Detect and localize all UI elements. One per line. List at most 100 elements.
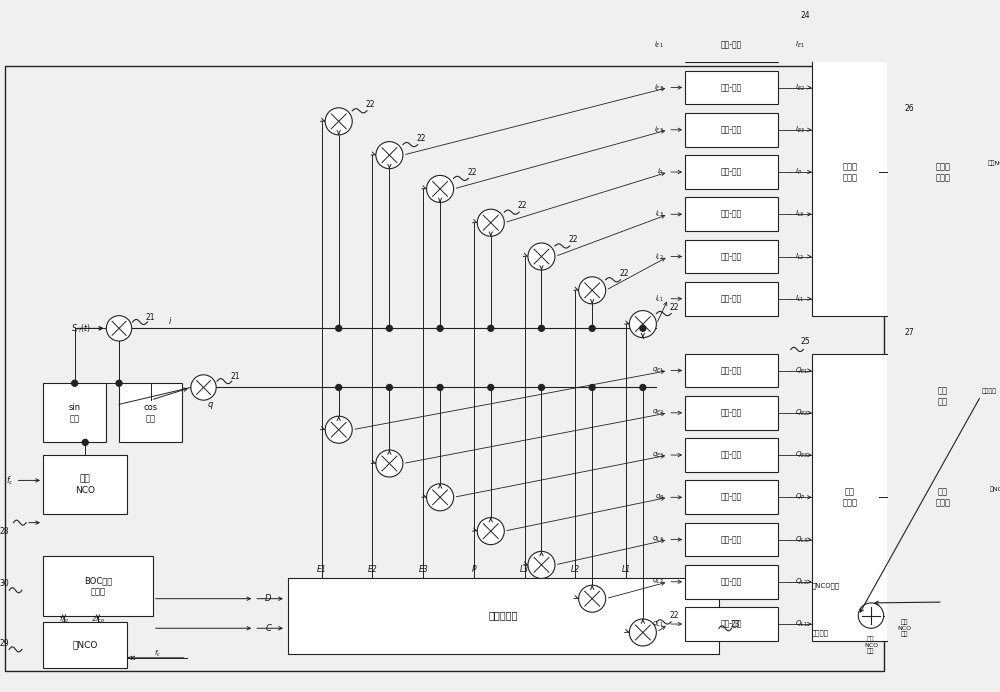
Text: 码NCO偏差: 码NCO偏差 xyxy=(989,486,1000,491)
Text: $Q_{E3}$: $Q_{E3}$ xyxy=(795,450,808,460)
Text: 27: 27 xyxy=(904,328,914,337)
Text: cos
映射: cos 映射 xyxy=(144,403,158,423)
Text: 22: 22 xyxy=(467,167,477,176)
Bar xyxy=(812,354,888,641)
Circle shape xyxy=(336,385,342,390)
Text: 积分-清零: 积分-清零 xyxy=(721,210,742,219)
Text: C: C xyxy=(265,623,271,632)
Text: 21: 21 xyxy=(146,313,155,322)
Circle shape xyxy=(589,385,595,390)
Text: 30: 30 xyxy=(0,579,9,588)
Text: 比例
因子: 比例 因子 xyxy=(938,386,948,406)
Bar xyxy=(685,155,778,189)
Circle shape xyxy=(386,385,392,390)
Text: $I_{L2}$: $I_{L2}$ xyxy=(795,251,804,262)
Bar xyxy=(685,396,778,430)
Circle shape xyxy=(528,243,555,270)
Text: i: i xyxy=(169,318,171,327)
Text: 29: 29 xyxy=(0,639,9,648)
Text: 积分-清零: 积分-清零 xyxy=(721,366,742,375)
Bar xyxy=(685,354,778,388)
Text: $Q_{E1}$: $Q_{E1}$ xyxy=(795,365,808,376)
Circle shape xyxy=(376,450,403,477)
Bar xyxy=(905,450,981,544)
Circle shape xyxy=(579,585,606,612)
Circle shape xyxy=(325,108,352,135)
Text: $Q_{E2}$: $Q_{E2}$ xyxy=(795,408,808,418)
Text: $Q_{L1}$: $Q_{L1}$ xyxy=(795,619,808,629)
Text: P: P xyxy=(472,565,476,574)
Text: $q_{E1}$: $q_{E1}$ xyxy=(652,366,664,375)
Circle shape xyxy=(629,619,656,646)
Circle shape xyxy=(82,439,88,446)
Text: $I_{E3}$: $I_{E3}$ xyxy=(795,125,805,135)
Text: E3: E3 xyxy=(418,565,428,574)
Bar xyxy=(43,556,153,616)
Circle shape xyxy=(579,277,606,304)
Circle shape xyxy=(386,325,392,331)
Text: 载波
NCO: 载波 NCO xyxy=(75,475,95,495)
Text: $i_{E2}$: $i_{E2}$ xyxy=(654,82,664,93)
Text: 积分-清零: 积分-清零 xyxy=(721,252,742,261)
Circle shape xyxy=(437,325,443,331)
Circle shape xyxy=(376,142,403,169)
Circle shape xyxy=(191,375,216,400)
Bar xyxy=(685,607,778,641)
Circle shape xyxy=(640,385,646,390)
Text: $q_{L1}$: $q_{L1}$ xyxy=(652,619,664,628)
Text: D: D xyxy=(265,594,271,603)
Text: L2: L2 xyxy=(571,565,580,574)
Text: 22: 22 xyxy=(416,134,426,143)
Text: 积分-清零: 积分-清零 xyxy=(721,294,742,303)
Bar xyxy=(685,565,778,599)
Text: E2: E2 xyxy=(368,565,377,574)
Circle shape xyxy=(336,325,342,331)
Circle shape xyxy=(477,209,504,236)
Text: 载波NCO偏差: 载波NCO偏差 xyxy=(987,161,1000,166)
Bar xyxy=(812,28,888,316)
Text: $q_P$: $q_P$ xyxy=(655,493,664,502)
Text: 码NCO: 码NCO xyxy=(73,641,98,650)
Text: $I_P$: $I_P$ xyxy=(795,167,802,177)
Text: $i_P$: $i_P$ xyxy=(657,167,664,177)
Text: $I_{L3}$: $I_{L3}$ xyxy=(795,209,804,219)
Text: 积分-清零: 积分-清零 xyxy=(721,408,742,417)
Text: 移位寄存器: 移位寄存器 xyxy=(489,610,518,621)
Bar xyxy=(685,197,778,231)
Text: 积分-清零: 积分-清零 xyxy=(721,125,742,134)
Circle shape xyxy=(477,518,504,545)
Text: 24: 24 xyxy=(801,11,810,20)
Circle shape xyxy=(427,484,454,511)
Bar xyxy=(685,71,778,104)
Text: 码环
鉴别器: 码环 鉴别器 xyxy=(842,487,857,507)
Circle shape xyxy=(116,381,122,386)
Circle shape xyxy=(437,385,443,390)
Text: 码NCO偏差: 码NCO偏差 xyxy=(812,583,840,590)
Text: 积分-清零: 积分-清零 xyxy=(721,493,742,502)
Text: $i_{E1}$: $i_{E1}$ xyxy=(654,40,664,51)
Text: 积分-清零: 积分-清零 xyxy=(721,450,742,459)
Text: 25: 25 xyxy=(801,336,810,345)
Text: 26: 26 xyxy=(904,104,914,113)
Text: $q_{E3}$: $q_{E3}$ xyxy=(652,450,664,459)
Bar xyxy=(905,349,981,442)
Bar xyxy=(685,113,778,147)
Bar xyxy=(119,383,182,442)
Text: sin
映射: sin 映射 xyxy=(69,403,81,423)
Text: 22: 22 xyxy=(366,100,375,109)
Circle shape xyxy=(427,175,454,203)
Bar xyxy=(685,480,778,514)
Text: E1: E1 xyxy=(317,565,327,574)
Text: $Q_{L3}$: $Q_{L3}$ xyxy=(795,534,808,545)
Text: $i_{L1}$: $i_{L1}$ xyxy=(655,293,664,304)
Circle shape xyxy=(325,416,352,444)
Text: 28: 28 xyxy=(0,527,9,536)
Bar xyxy=(685,239,778,273)
Circle shape xyxy=(488,325,494,331)
Circle shape xyxy=(539,325,544,331)
Text: $I_{E1}$: $I_{E1}$ xyxy=(795,40,805,51)
Bar xyxy=(43,622,127,668)
Text: L3: L3 xyxy=(520,565,529,574)
Text: L1: L1 xyxy=(621,565,631,574)
Text: 载波
NCO
偏差: 载波 NCO 偏差 xyxy=(864,636,878,654)
